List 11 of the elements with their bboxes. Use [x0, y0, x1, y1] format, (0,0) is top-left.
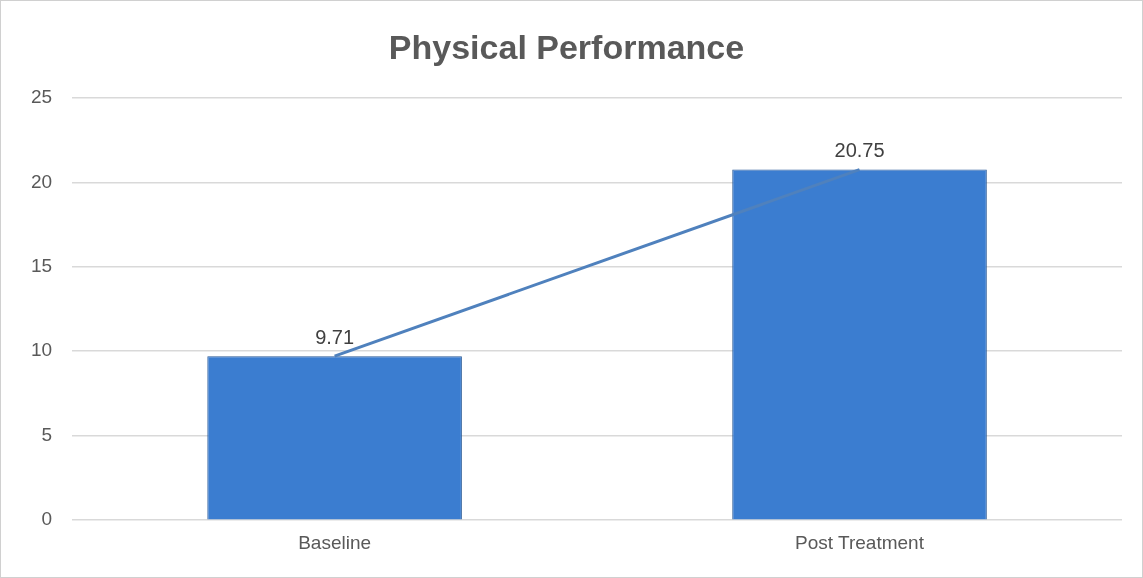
y-tick-label: 5 [41, 423, 53, 445]
y-tick-label: 20 [30, 170, 53, 192]
y-tick-label: 0 [41, 508, 53, 530]
chart-title: Physical Performance [388, 27, 745, 66]
y-tick-label: 15 [30, 254, 53, 276]
y-tick-label: 10 [30, 339, 53, 361]
data-label: 9.71 [315, 325, 355, 348]
x-tick-label: Post Treatment [795, 531, 925, 553]
x-tick-label: Baseline [298, 531, 372, 553]
data-label: 20.75 [834, 139, 885, 162]
y-tick-label: 25 [30, 86, 53, 108]
